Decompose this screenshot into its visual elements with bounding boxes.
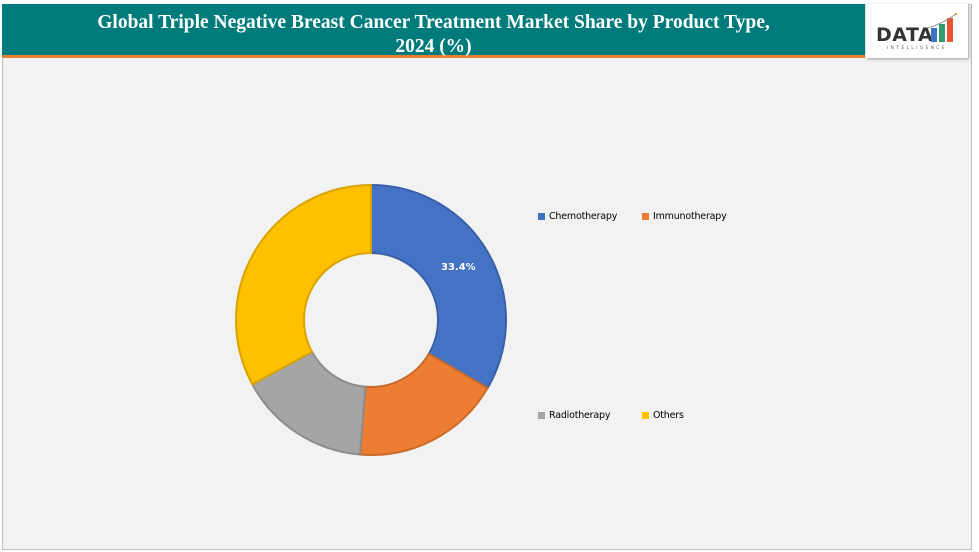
title-banner: Global Triple Negative Breast Cancer Tre…: [2, 4, 865, 58]
legend-label-others: Others: [653, 410, 684, 421]
legend-item-immunotherapy[interactable]: Immunotherapy: [642, 211, 727, 222]
legend-label-chemotherapy: Chemotherapy: [549, 211, 618, 222]
legend-item-chemotherapy[interactable]: Chemotherapy: [538, 211, 617, 222]
data-intelligence-logo: DATA INTELLIGENCE: [866, 4, 968, 58]
legend-swatch-radiotherapy: [538, 412, 545, 419]
legend-swatch-chemotherapy: [538, 213, 545, 220]
chart-title-line-1: Global Triple Negative Breast Cancer Tre…: [97, 12, 770, 33]
logo-graphic-icon: DATA INTELLIGENCE: [876, 12, 958, 50]
donut-slice-others[interactable]: [235, 183, 372, 386]
svg-text:DATA: DATA: [876, 24, 933, 46]
legend-label-radiotherapy: Radiotherapy: [549, 410, 611, 421]
legend-item-others[interactable]: Others: [642, 410, 684, 421]
data-label-chemotherapy: 33.4%: [441, 262, 476, 273]
donut-slice-chemotherapy[interactable]: [370, 183, 507, 390]
chart-title: Global Triple Negative Breast Cancer Tre…: [2, 11, 865, 59]
chart-title-line-2: 2024 (%): [395, 36, 472, 57]
legend-item-radiotherapy[interactable]: Radiotherapy: [538, 410, 610, 421]
legend-swatch-immunotherapy: [642, 213, 649, 220]
svg-text:INTELLIGENCE: INTELLIGENCE: [887, 45, 947, 50]
legend-label-immunotherapy: Immunotherapy: [653, 211, 727, 222]
legend-swatch-others: [642, 412, 649, 419]
